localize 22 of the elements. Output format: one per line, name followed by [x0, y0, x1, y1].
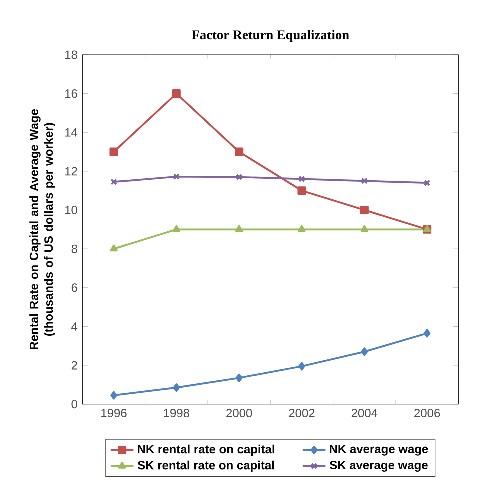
x-tick-label: 1998: [164, 409, 190, 418]
x-tick-label: 2000: [226, 409, 252, 418]
x-tick-label: 2002: [289, 409, 315, 418]
y-tick-label: 16: [66, 90, 78, 98]
y-tick-label: 6: [72, 284, 78, 292]
chart-title: Factor Return Equalization: [192, 30, 350, 42]
y-tick-label: 18: [66, 50, 78, 60]
y-axis-title: Rental Rate on Capital and Average Wage (thousands of US dollars per worker): [30, 109, 56, 350]
x-tick-label: 1996: [102, 409, 127, 418]
y-tick-label: 4: [72, 322, 78, 331]
y-tick-label: 2: [72, 361, 78, 370]
y-tick-label: 14: [66, 128, 78, 137]
y-tick-label: 0: [72, 400, 78, 409]
x-tick-label: 2004: [352, 409, 378, 418]
y-tick-label: 12: [66, 167, 78, 176]
y-tick-label: 10: [66, 206, 78, 215]
legend-label: SK average wage: [330, 461, 428, 472]
legend-label: NK average wage: [330, 445, 428, 456]
legend-label: SK rental rate on capital: [138, 460, 274, 472]
y-tick-label: 8: [72, 244, 78, 254]
legend-label: NK rental rate on capital: [138, 444, 274, 456]
x-tick-label: 2006: [414, 409, 440, 418]
